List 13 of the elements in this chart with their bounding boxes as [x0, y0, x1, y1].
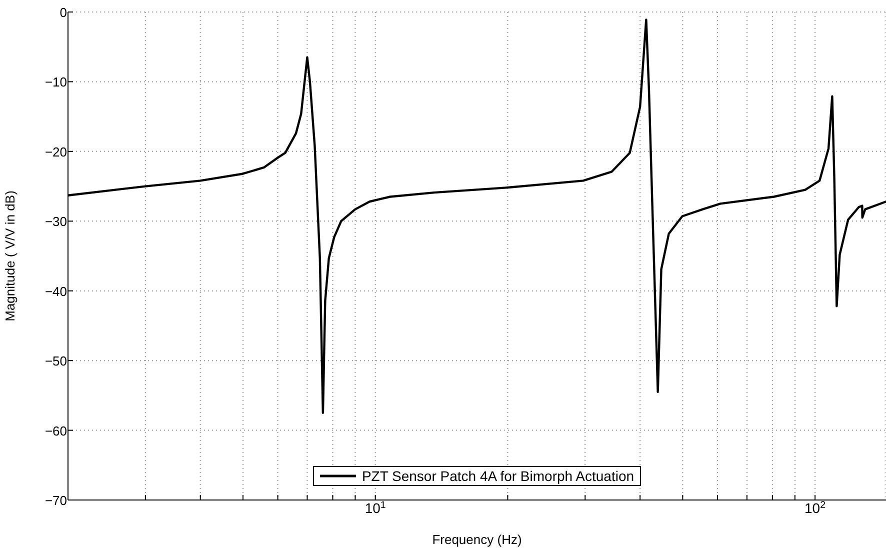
y-tick-label: −50	[44, 354, 67, 369]
y-tick-label: −40	[44, 284, 67, 299]
x-axis-title: Frequency (Hz)	[432, 532, 522, 547]
legend-label: PZT Sensor Patch 4A for Bimorph Actuation	[362, 468, 634, 484]
y-tick-label: −10	[44, 74, 67, 90]
y-tick-label: −20	[44, 144, 67, 160]
y-tick-label: −70	[44, 493, 67, 508]
y-tick-label: −30	[44, 214, 67, 230]
x-tick-label: 10$^{2}$	[804, 500, 826, 516]
y-axis-title: Magnitude ( V/V in dB)	[2, 190, 18, 322]
y-tick-label: −60	[44, 423, 67, 438]
y-tick-label: 0	[60, 5, 67, 20]
x-tick-label: 10$^{1}$	[364, 500, 386, 516]
